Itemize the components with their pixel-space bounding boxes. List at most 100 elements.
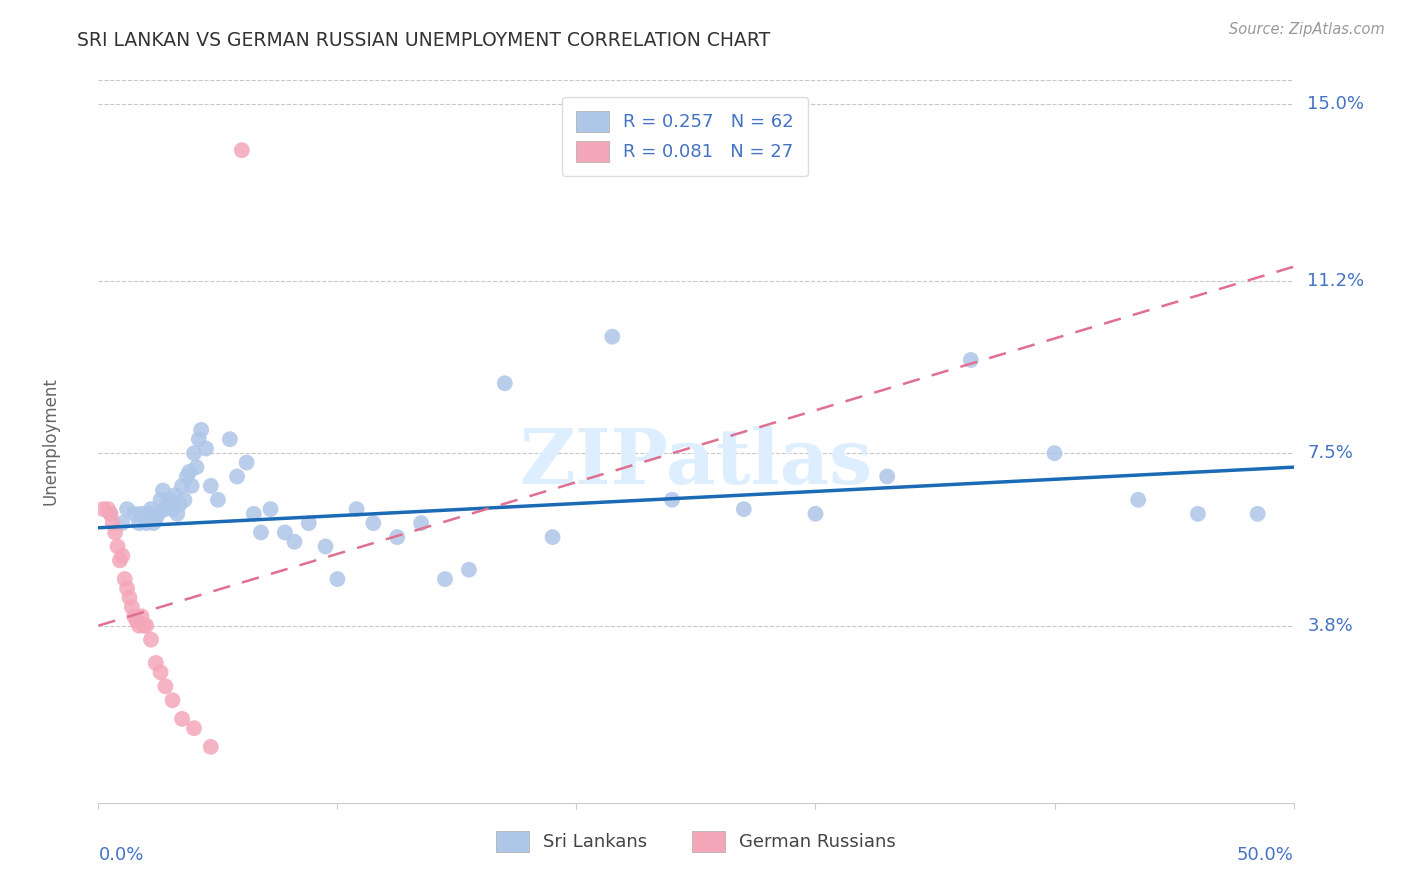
Point <box>101 516 124 530</box>
Text: 11.2%: 11.2% <box>1308 272 1365 290</box>
Point <box>142 516 165 530</box>
Point <box>1247 507 1270 521</box>
Point <box>121 600 143 615</box>
Point <box>162 502 184 516</box>
Point <box>226 469 249 483</box>
Point <box>231 143 253 157</box>
Point <box>183 721 205 735</box>
Point <box>385 530 409 544</box>
Point <box>283 534 305 549</box>
Text: Source: ZipAtlas.com: Source: ZipAtlas.com <box>1229 22 1385 37</box>
Point <box>494 376 516 391</box>
Point <box>128 618 150 632</box>
Point <box>139 502 162 516</box>
Point <box>259 502 281 516</box>
Point <box>172 712 194 726</box>
Text: 0.0%: 0.0% <box>98 847 143 864</box>
Text: 3.8%: 3.8% <box>1308 616 1353 635</box>
Point <box>187 432 209 446</box>
Point <box>661 492 683 507</box>
Point <box>346 502 368 516</box>
Point <box>139 632 162 647</box>
Text: 7.5%: 7.5% <box>1308 444 1354 462</box>
Point <box>169 498 191 512</box>
Point <box>1128 492 1150 507</box>
Point <box>315 540 337 554</box>
Point <box>458 563 481 577</box>
Point <box>138 507 160 521</box>
Point <box>195 442 218 456</box>
Point <box>98 507 122 521</box>
Point <box>155 502 177 516</box>
Point <box>111 516 134 530</box>
Point <box>124 507 146 521</box>
Point <box>186 460 208 475</box>
Point <box>114 572 136 586</box>
Point <box>97 502 120 516</box>
Point <box>152 483 174 498</box>
Point <box>960 353 983 368</box>
Text: 15.0%: 15.0% <box>1308 95 1364 112</box>
Point <box>180 479 202 493</box>
Point <box>235 456 257 470</box>
Point <box>602 329 624 343</box>
Point <box>155 679 177 693</box>
Point <box>183 446 205 460</box>
Point <box>135 618 157 632</box>
Point <box>250 525 273 540</box>
Point <box>111 549 134 563</box>
Point <box>733 502 755 516</box>
Text: Unemployment: Unemployment <box>42 377 59 506</box>
Point <box>124 609 146 624</box>
Point <box>298 516 321 530</box>
Point <box>411 516 433 530</box>
Point <box>1187 507 1209 521</box>
Point <box>163 488 186 502</box>
Point <box>172 479 194 493</box>
Point <box>131 609 153 624</box>
Point <box>159 492 181 507</box>
Point <box>128 516 150 530</box>
Point <box>804 507 827 521</box>
Point <box>219 432 242 446</box>
Point <box>149 665 172 680</box>
Point <box>190 423 212 437</box>
Point <box>1043 446 1066 460</box>
Point <box>115 502 138 516</box>
Point <box>243 507 266 521</box>
Point <box>145 656 167 670</box>
Point <box>207 492 229 507</box>
Point <box>125 614 148 628</box>
Legend: Sri Lankans, German Russians: Sri Lankans, German Russians <box>482 816 910 866</box>
Point <box>156 498 179 512</box>
Point <box>200 479 222 493</box>
Point <box>173 492 195 507</box>
Text: SRI LANKAN VS GERMAN RUSSIAN UNEMPLOYMENT CORRELATION CHART: SRI LANKAN VS GERMAN RUSSIAN UNEMPLOYMEN… <box>77 31 770 50</box>
Point <box>98 507 122 521</box>
Point <box>132 618 155 632</box>
Point <box>162 693 184 707</box>
Point <box>326 572 349 586</box>
Point <box>166 507 188 521</box>
Point <box>108 553 131 567</box>
Point <box>131 507 153 521</box>
Point <box>434 572 457 586</box>
Point <box>876 469 898 483</box>
Point <box>200 739 222 754</box>
Point <box>115 582 138 596</box>
Text: ZIPatlas: ZIPatlas <box>519 426 873 500</box>
Point <box>274 525 297 540</box>
Point <box>149 492 172 507</box>
Text: 50.0%: 50.0% <box>1237 847 1294 864</box>
Point <box>107 540 129 554</box>
Point <box>118 591 141 605</box>
Point <box>176 469 198 483</box>
Point <box>91 502 114 516</box>
Point <box>104 525 127 540</box>
Point <box>135 516 157 530</box>
Point <box>145 511 167 525</box>
Point <box>541 530 564 544</box>
Point <box>148 507 170 521</box>
Point <box>179 465 201 479</box>
Point <box>363 516 385 530</box>
